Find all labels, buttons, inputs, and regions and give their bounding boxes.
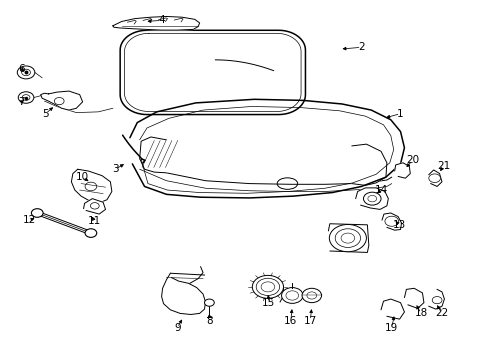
Text: 13: 13	[392, 220, 406, 230]
Polygon shape	[355, 188, 387, 210]
Circle shape	[306, 292, 316, 299]
Polygon shape	[83, 199, 105, 214]
Polygon shape	[41, 91, 82, 110]
Circle shape	[54, 98, 64, 105]
Polygon shape	[71, 169, 112, 203]
Text: 12: 12	[22, 215, 36, 225]
Circle shape	[261, 282, 274, 292]
Text: 7: 7	[18, 97, 24, 107]
Text: 5: 5	[42, 109, 49, 119]
Circle shape	[17, 66, 35, 79]
Text: 4: 4	[158, 15, 164, 26]
Circle shape	[363, 192, 380, 205]
Polygon shape	[351, 144, 386, 185]
Circle shape	[18, 92, 34, 103]
Circle shape	[334, 229, 360, 247]
Circle shape	[428, 174, 440, 183]
Text: 3: 3	[112, 164, 119, 174]
Circle shape	[431, 297, 441, 304]
Circle shape	[302, 288, 321, 303]
Circle shape	[281, 288, 303, 303]
Circle shape	[384, 216, 398, 226]
Circle shape	[85, 182, 97, 191]
Text: 22: 22	[434, 309, 447, 318]
Text: 20: 20	[406, 155, 418, 165]
Circle shape	[22, 95, 30, 100]
Text: 19: 19	[385, 323, 398, 333]
Text: 21: 21	[436, 161, 449, 171]
Polygon shape	[404, 288, 423, 309]
Circle shape	[85, 229, 97, 237]
Polygon shape	[380, 299, 404, 319]
Circle shape	[21, 69, 30, 76]
Circle shape	[329, 225, 366, 252]
Circle shape	[340, 233, 354, 243]
Circle shape	[31, 209, 43, 217]
Circle shape	[285, 291, 298, 300]
Polygon shape	[381, 213, 401, 230]
Text: 9: 9	[174, 323, 180, 333]
Circle shape	[204, 299, 214, 306]
Text: 1: 1	[396, 109, 403, 119]
Polygon shape	[394, 163, 409, 178]
Text: 17: 17	[303, 316, 316, 325]
Circle shape	[90, 203, 99, 209]
Text: 16: 16	[284, 316, 297, 325]
Circle shape	[367, 195, 376, 202]
Polygon shape	[328, 224, 368, 252]
Text: 2: 2	[358, 42, 364, 52]
Text: 8: 8	[205, 316, 212, 325]
Text: 18: 18	[413, 309, 427, 318]
Text: 6: 6	[18, 64, 24, 74]
Text: 10: 10	[76, 172, 89, 182]
Text: 15: 15	[262, 298, 275, 308]
Text: 14: 14	[374, 185, 387, 195]
Polygon shape	[113, 17, 199, 30]
Polygon shape	[140, 137, 166, 173]
Text: 11: 11	[87, 216, 101, 226]
